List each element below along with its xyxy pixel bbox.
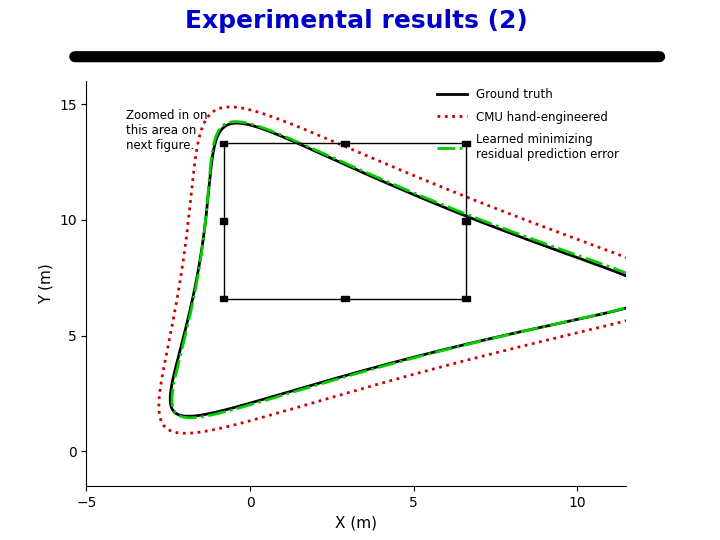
Bar xyxy=(462,141,469,146)
Bar xyxy=(224,144,466,299)
Ground truth xyxy=(376,363,384,369)
Learned minimizing
residual prediction error xyxy=(652,285,661,292)
Ground truth xyxy=(199,411,208,418)
CMU hand-engineered xyxy=(185,211,194,217)
Ground truth xyxy=(184,413,192,420)
CMU hand-engineered xyxy=(400,374,409,380)
Legend: Ground truth, CMU hand-engineered, Learned minimizing
residual prediction error: Ground truth, CMU hand-engineered, Learn… xyxy=(433,83,624,166)
CMU hand-engineered xyxy=(683,284,692,291)
Learned minimizing
residual prediction error xyxy=(204,413,212,419)
CMU hand-engineered xyxy=(683,284,692,290)
Learned minimizing
residual prediction error xyxy=(232,118,240,125)
Learned minimizing
residual prediction error xyxy=(383,362,392,368)
Bar xyxy=(462,219,469,224)
Bar xyxy=(341,296,348,301)
Learned minimizing
residual prediction error xyxy=(205,172,214,178)
Ground truth xyxy=(339,373,348,379)
CMU hand-engineered xyxy=(181,430,190,436)
Line: Ground truth: Ground truth xyxy=(170,123,654,416)
CMU hand-engineered xyxy=(552,228,560,234)
CMU hand-engineered xyxy=(190,165,199,172)
Bar xyxy=(341,141,348,146)
Ground truth xyxy=(202,211,211,217)
Learned minimizing
residual prediction error xyxy=(202,213,210,219)
Ground truth xyxy=(534,240,542,246)
Line: CMU hand-engineered: CMU hand-engineered xyxy=(159,107,690,433)
Bar xyxy=(462,296,469,301)
Learned minimizing
residual prediction error xyxy=(652,285,660,291)
Y-axis label: Y (m): Y (m) xyxy=(38,263,53,304)
CMU hand-engineered xyxy=(360,384,369,391)
Bar xyxy=(220,219,228,224)
Learned minimizing
residual prediction error xyxy=(346,372,355,379)
Title: Experimental results (2): Experimental results (2) xyxy=(185,9,528,33)
Learned minimizing
residual prediction error xyxy=(532,237,541,244)
Ground truth xyxy=(233,120,241,126)
Line: Learned minimizing
residual prediction error: Learned minimizing residual prediction e… xyxy=(172,122,659,418)
X-axis label: X (m): X (m) xyxy=(336,515,377,530)
CMU hand-engineered xyxy=(226,104,235,110)
Ground truth xyxy=(648,287,657,293)
CMU hand-engineered xyxy=(202,428,210,435)
Ground truth xyxy=(206,171,215,177)
Text: Zoomed in on
this area on
next figure.: Zoomed in on this area on next figure. xyxy=(126,109,207,152)
Bar xyxy=(220,296,228,301)
Learned minimizing
residual prediction error xyxy=(186,415,194,421)
Ground truth xyxy=(649,287,657,294)
Bar xyxy=(220,141,228,146)
